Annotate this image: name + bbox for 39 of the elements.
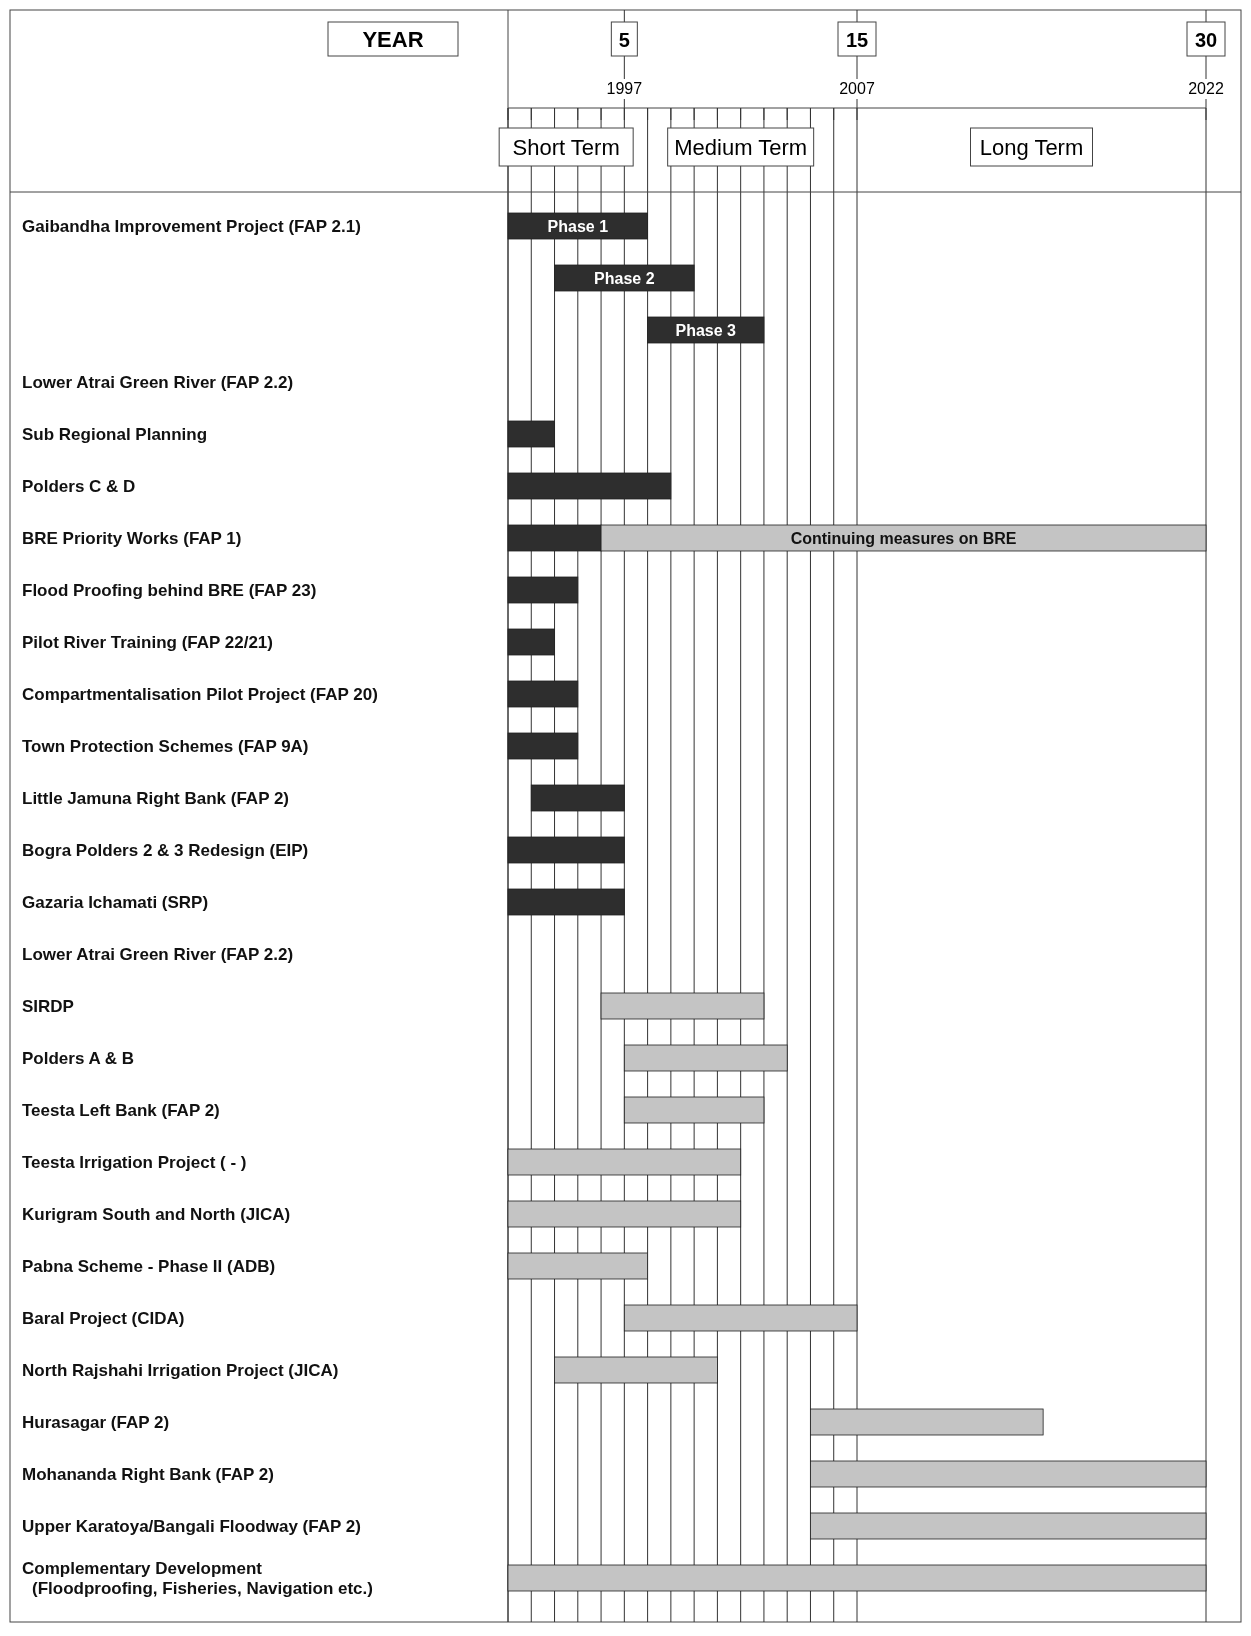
data-label: Phase 2: [594, 270, 655, 287]
x-tick-label: 1997: [606, 80, 643, 97]
y-tick-label: Upper Karatoya/Bangali Floodway (FAP 2): [22, 1517, 361, 1536]
data-label: Continuing measures on BRE: [790, 530, 1017, 547]
x2-axis-title: YEAR: [362, 27, 424, 52]
text: Medium Term: [674, 135, 808, 160]
text: Short Term: [512, 135, 620, 160]
y-tick-label: Hurasagar (FAP 2): [22, 1413, 170, 1432]
y-tick-label: Pabna Scheme - Phase II (ADB): [22, 1257, 276, 1276]
y-tick-label: Pilot River Training (FAP 22/21): [22, 633, 273, 652]
y-tick-label: Little Jamuna Right Bank (FAP 2): [22, 789, 290, 808]
y-tick-label: Mohananda Right Bank (FAP 2): [22, 1465, 274, 1484]
y-tick-label: Bogra Polders 2 & 3 Redesign (EIP): [22, 841, 309, 860]
y-tick-label: Lower Atrai Green River (FAP 2.2): [22, 373, 294, 392]
y-tick-label: Polders A & B: [22, 1049, 135, 1068]
y-tick-label: BRE Priority Works (FAP 1): [22, 529, 242, 548]
y-tick-label: SIRDP: [22, 997, 74, 1016]
y-tick-label: Teesta Irrigation Project ( - ): [22, 1153, 247, 1172]
y-tick-label: Complementary Development (Floodproofing, Fisheries, Navigation etc.): [22, 1559, 373, 1598]
x2-tick-label: 30: [1194, 29, 1218, 51]
x2-tick-label: 15: [845, 29, 869, 51]
y-tick-label: Gaibandha Improvement Project (FAP 2.1): [22, 217, 361, 236]
y-tick-label: Teesta Left Bank (FAP 2): [22, 1101, 220, 1120]
y-tick-label: Lower Atrai Green River (FAP 2.2): [22, 945, 294, 964]
y-tick-label: Baral Project (CIDA): [22, 1309, 185, 1328]
data-label: Phase 1: [547, 218, 609, 235]
y-tick-label: Gazaria Ichamati (SRP): [22, 893, 209, 912]
y-tick-label: Kurigram South and North (JICA): [22, 1205, 291, 1224]
y-tick-label: North Rajshahi Irrigation Project (JICA): [22, 1361, 339, 1380]
y-tick-label: Polders C & D: [22, 477, 136, 496]
y-tick-label: Flood Proofing behind BRE (FAP 23): [22, 581, 317, 600]
x-tick-label: 2022: [1188, 80, 1224, 97]
x-tick-label: 2007: [839, 80, 875, 97]
y-tick-label: Town Protection Schemes (FAP 9A): [22, 737, 309, 756]
x2-tick-label: 5: [618, 29, 630, 51]
y-tick-label: Sub Regional Planning: [22, 425, 208, 444]
text: Long Term: [979, 135, 1084, 160]
data-label: Phase 3: [675, 322, 737, 339]
y-tick-label: Compartmentalisation Pilot Project (FAP 20): [22, 685, 378, 704]
